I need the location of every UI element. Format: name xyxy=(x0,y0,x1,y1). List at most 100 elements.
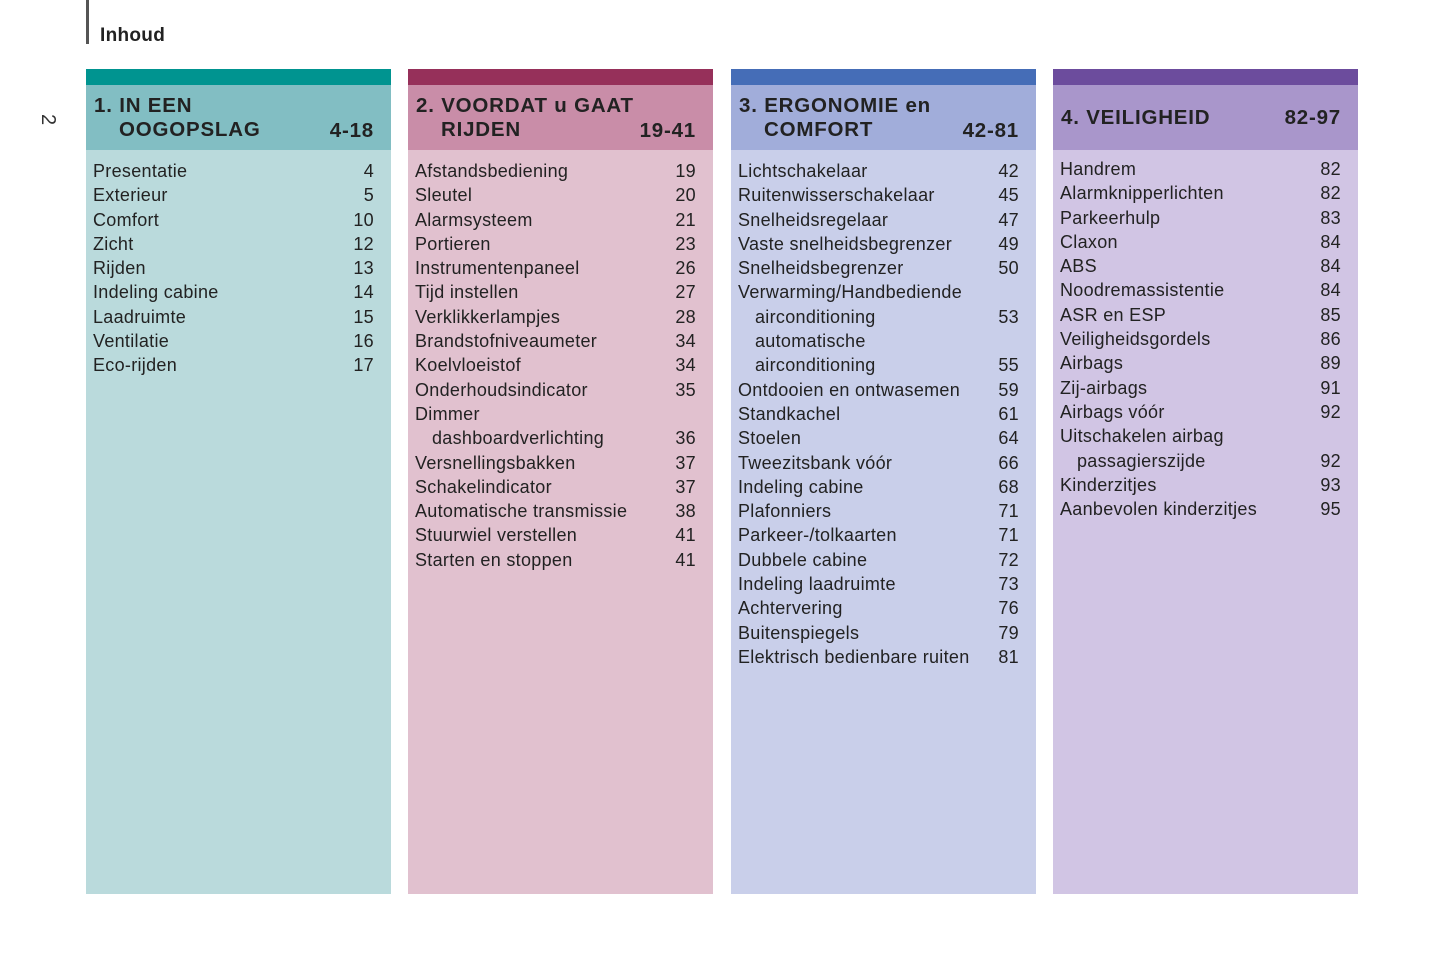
toc-entry-page: 91 xyxy=(1320,377,1341,398)
toc-entry-title: Achtervering xyxy=(738,598,843,619)
toc-entry-title: Afstandsbediening xyxy=(415,161,569,181)
toc-entry[interactable]: Laadruimte 15 xyxy=(93,305,374,329)
toc-entry[interactable]: Plafonniers 71 xyxy=(738,499,1019,523)
toc-entry[interactable]: Airbags vóór 92 xyxy=(1060,400,1341,424)
toc-entry[interactable]: Parkeer-/tolkaarten 71 xyxy=(738,523,1019,547)
toc-entry[interactable]: Snelheidsregelaar 47 xyxy=(738,208,1019,232)
toc-entry[interactable]: airconditioning 53 xyxy=(738,305,1019,329)
toc-entry[interactable]: automatische xyxy=(738,329,1019,353)
toc-entry-page: 59 xyxy=(998,379,1019,400)
toc-entry[interactable]: Indeling cabine 14 xyxy=(93,280,374,304)
toc-entry[interactable]: Zicht 12 xyxy=(93,232,374,256)
toc-entry-title: Claxon xyxy=(1060,231,1118,252)
toc-entry[interactable]: Indeling cabine 68 xyxy=(738,475,1019,499)
toc-entry[interactable]: dashboardverlichting 36 xyxy=(415,426,696,450)
toc-entry-title: Lichtschakelaar xyxy=(738,161,868,181)
toc-entry[interactable]: Stuurwiel verstellen 41 xyxy=(415,523,696,547)
section-heading[interactable]: 3. ERGONOMIE en COMFORT 42-81 xyxy=(731,85,1036,150)
toc-entry[interactable]: Ruitenwisserschakelaar 45 xyxy=(738,183,1019,207)
toc-entry[interactable]: Zij-airbags 91 xyxy=(1060,376,1341,400)
toc-entry-title: Handrem xyxy=(1060,159,1137,179)
toc-entry[interactable]: Koelvloeistof 34 xyxy=(415,353,696,377)
toc-entry[interactable]: Starten en stoppen 41 xyxy=(415,548,696,572)
toc-entry-page: 19 xyxy=(675,161,696,181)
toc-entry[interactable]: Schakelindicator 37 xyxy=(415,475,696,499)
toc-entry[interactable]: Dubbele cabine 72 xyxy=(738,548,1019,572)
toc-entry[interactable]: Lichtschakelaar 42 xyxy=(738,159,1019,183)
toc-entry[interactable]: Buitenspiegels 79 xyxy=(738,621,1019,645)
toc-entry[interactable]: Uitschakelen airbag xyxy=(1060,424,1341,448)
toc-entry[interactable]: Snelheidsbegrenzer 50 xyxy=(738,256,1019,280)
toc-entry-page: 82 xyxy=(1320,159,1341,179)
toc-entry[interactable]: Stoelen 64 xyxy=(738,426,1019,450)
toc-entry[interactable]: Sleutel 20 xyxy=(415,183,696,207)
section-title: 2. VOORDAT u GAAT xyxy=(416,94,634,117)
toc-entry-page: 95 xyxy=(1320,499,1341,520)
toc-entry[interactable]: Instrumentenpaneel 26 xyxy=(415,256,696,280)
toc-entry[interactable]: Alarmknipperlichten 82 xyxy=(1060,181,1341,205)
toc-entry[interactable]: Indeling laadruimte 73 xyxy=(738,572,1019,596)
toc-entry[interactable]: Noodremassistentie 84 xyxy=(1060,278,1341,302)
toc-entry-title: Exterieur xyxy=(93,185,168,206)
toc-entry[interactable]: Handrem 82 xyxy=(1060,157,1341,181)
toc-entry[interactable]: Afstandsbediening 19 xyxy=(415,159,696,183)
toc-entry[interactable]: Vaste snelheidsbegrenzer 49 xyxy=(738,232,1019,256)
toc-entry[interactable]: Elektrisch bedienbare ruiten 81 xyxy=(738,645,1019,669)
toc-entry-title: Uitschakelen airbag xyxy=(1060,426,1224,447)
toc-entry[interactable]: Verwarming/Handbediende xyxy=(738,280,1019,304)
toc-entry[interactable]: Standkachel 61 xyxy=(738,402,1019,426)
toc-entry-page: 84 xyxy=(1320,231,1341,252)
toc-entry[interactable]: Achtervering 76 xyxy=(738,596,1019,620)
toc-entry[interactable]: Ontdooien en ontwasemen 59 xyxy=(738,378,1019,402)
toc-entry[interactable]: Claxon 84 xyxy=(1060,230,1341,254)
toc-entry-title: Indeling cabine xyxy=(93,282,219,303)
toc-entry-page: 37 xyxy=(675,452,696,473)
toc-entry[interactable]: ABS 84 xyxy=(1060,254,1341,278)
toc-entry[interactable]: Portieren 23 xyxy=(415,232,696,256)
toc-entry[interactable]: Presentatie 4 xyxy=(93,159,374,183)
section-page-range: 42-81 xyxy=(962,119,1019,142)
toc-entry-title: Stoelen xyxy=(738,428,802,449)
toc-entry[interactable]: Onderhoudsindicator 35 xyxy=(415,378,696,402)
toc-entry[interactable]: Rijden 13 xyxy=(93,256,374,280)
toc-entry-title: Parkeer-/tolkaarten xyxy=(738,525,897,546)
toc-entry-title: Brandstofniveaumeter xyxy=(415,331,598,352)
toc-entry[interactable]: Comfort 10 xyxy=(93,208,374,232)
toc-entry[interactable]: Exterieur 5 xyxy=(93,183,374,207)
toc-entry[interactable]: Automatische transmissie 38 xyxy=(415,499,696,523)
toc-entry[interactable]: ASR en ESP 85 xyxy=(1060,303,1341,327)
toc-entry-title: Tijd instellen xyxy=(415,282,519,303)
toc-entry[interactable]: Tweezitsbank vóór 66 xyxy=(738,451,1019,475)
toc-entry[interactable]: Brandstofniveaumeter 34 xyxy=(415,329,696,353)
toc-entry[interactable]: Kinderzitjes 93 xyxy=(1060,473,1341,497)
section-heading[interactable]: 2. VOORDAT u GAAT RIJDEN 19-41 xyxy=(408,85,713,150)
toc-entry[interactable]: Dimmer xyxy=(415,402,696,426)
toc-entry-title: Zij-airbags xyxy=(1060,377,1148,398)
toc-entry[interactable]: airconditioning 55 xyxy=(738,353,1019,377)
toc-entry[interactable]: Aanbevolen kinderzitjes 95 xyxy=(1060,497,1341,521)
toc-entry[interactable]: Airbags 89 xyxy=(1060,351,1341,375)
toc-entry[interactable]: Veiligheidsgordels 86 xyxy=(1060,327,1341,351)
toc-entry-page: 84 xyxy=(1320,280,1341,301)
toc-entry-title: Dubbele cabine xyxy=(738,549,868,570)
toc-entry[interactable]: Ventilatie 16 xyxy=(93,329,374,353)
toc-entry[interactable]: Versnellingsbakken 37 xyxy=(415,451,696,475)
toc-entry[interactable]: Parkeerhulp 83 xyxy=(1060,206,1341,230)
section-color-bar xyxy=(86,69,391,85)
toc-entry-title: Ruitenwisserschakelaar xyxy=(738,185,935,206)
section-heading[interactable]: 1. IN EEN OOGOPSLAG 4-18 xyxy=(86,85,391,150)
toc-entry-title: Ontdooien en ontwasemen xyxy=(738,379,961,400)
toc-entry-title: Airbags vóór xyxy=(1060,401,1165,422)
toc-entry-page: 79 xyxy=(998,622,1019,643)
toc-entry-title: Buitenspiegels xyxy=(738,622,860,643)
section-heading[interactable]: 4. VEILIGHEID 82-97 xyxy=(1053,85,1358,150)
toc-entry[interactable]: passagierszijde 92 xyxy=(1060,449,1341,473)
toc-entry[interactable]: Verklikkerlampjes 28 xyxy=(415,305,696,329)
toc-entry[interactable]: Alarmsysteem 21 xyxy=(415,208,696,232)
toc-entry-page: 41 xyxy=(675,525,696,546)
toc-section-2: 2. VOORDAT u GAAT RIJDEN 19-41 Afstandsbedi… xyxy=(408,69,713,894)
toc-entry-page: 76 xyxy=(998,598,1019,619)
toc-entry-page: 28 xyxy=(675,306,696,327)
toc-entry[interactable]: Tijd instellen 27 xyxy=(415,280,696,304)
toc-entry[interactable]: Eco-rijden 17 xyxy=(93,353,374,377)
